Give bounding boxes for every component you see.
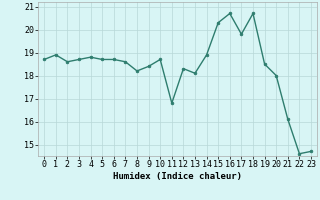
X-axis label: Humidex (Indice chaleur): Humidex (Indice chaleur) <box>113 172 242 181</box>
